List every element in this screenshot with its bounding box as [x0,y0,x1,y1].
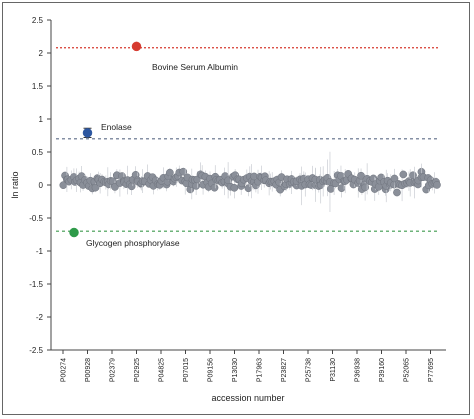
x-axis-title: accession number [211,393,284,403]
data-point [192,182,200,190]
y-tick-label: 1.5 [32,82,44,91]
y-tick-label: -0.5 [29,214,43,223]
highlighted-data-point [69,227,79,238]
x-tick-label: P25738 [306,358,313,382]
x-tick-label: P52065 [404,358,411,382]
x-tick-label: P00928 [85,358,92,382]
annotation-label: Glycogen phosphorylase [86,238,180,248]
data-point [230,183,239,192]
y-tick-label: 2 [39,49,44,58]
data-point [393,188,401,197]
data-point [361,183,369,192]
y-tick-label: -2.5 [29,346,43,355]
y-tick-label: 0 [39,181,44,190]
y-tick-label: -1 [36,247,44,256]
y-tick-label: 0.5 [32,148,44,157]
data-point [390,174,399,183]
x-tick-label: P04825 [159,358,166,382]
y-axis-title: ln ratio [10,171,20,198]
data-point [433,181,441,189]
data-point [357,171,365,180]
x-tick-label: P02925 [134,358,141,382]
highlighted-data-point [131,41,142,52]
data-point [409,171,417,180]
y-tick-label: -1.5 [29,280,43,289]
highlighted-data-point [82,128,93,138]
x-tick-label: P02379 [110,358,117,382]
y-tick-label: -2 [36,313,44,322]
x-tick-label: P39160 [379,358,386,382]
y-tick-label: 1 [39,115,44,124]
data-point [399,170,408,179]
x-tick-label: P17963 [257,358,264,382]
data-point [244,184,253,193]
x-tick-label: P13030 [232,358,239,382]
x-tick-label: P77695 [428,358,435,382]
x-tick-label: P23827 [281,358,288,382]
y-tick-label: 2.5 [32,16,44,25]
data-point [210,183,219,192]
chart-frame [2,2,470,415]
x-tick-label: P36938 [355,358,362,382]
annotation-label: Enolase [101,122,132,132]
data-point [127,182,136,191]
x-tick-label: P00274 [61,358,68,382]
x-tick-label: P09156 [208,358,215,382]
x-tick-label: P31130 [330,358,337,382]
x-tick-label: P07015 [183,358,190,382]
annotation-label: Bovine Serum Albumin [152,62,238,72]
data-point [166,168,174,177]
